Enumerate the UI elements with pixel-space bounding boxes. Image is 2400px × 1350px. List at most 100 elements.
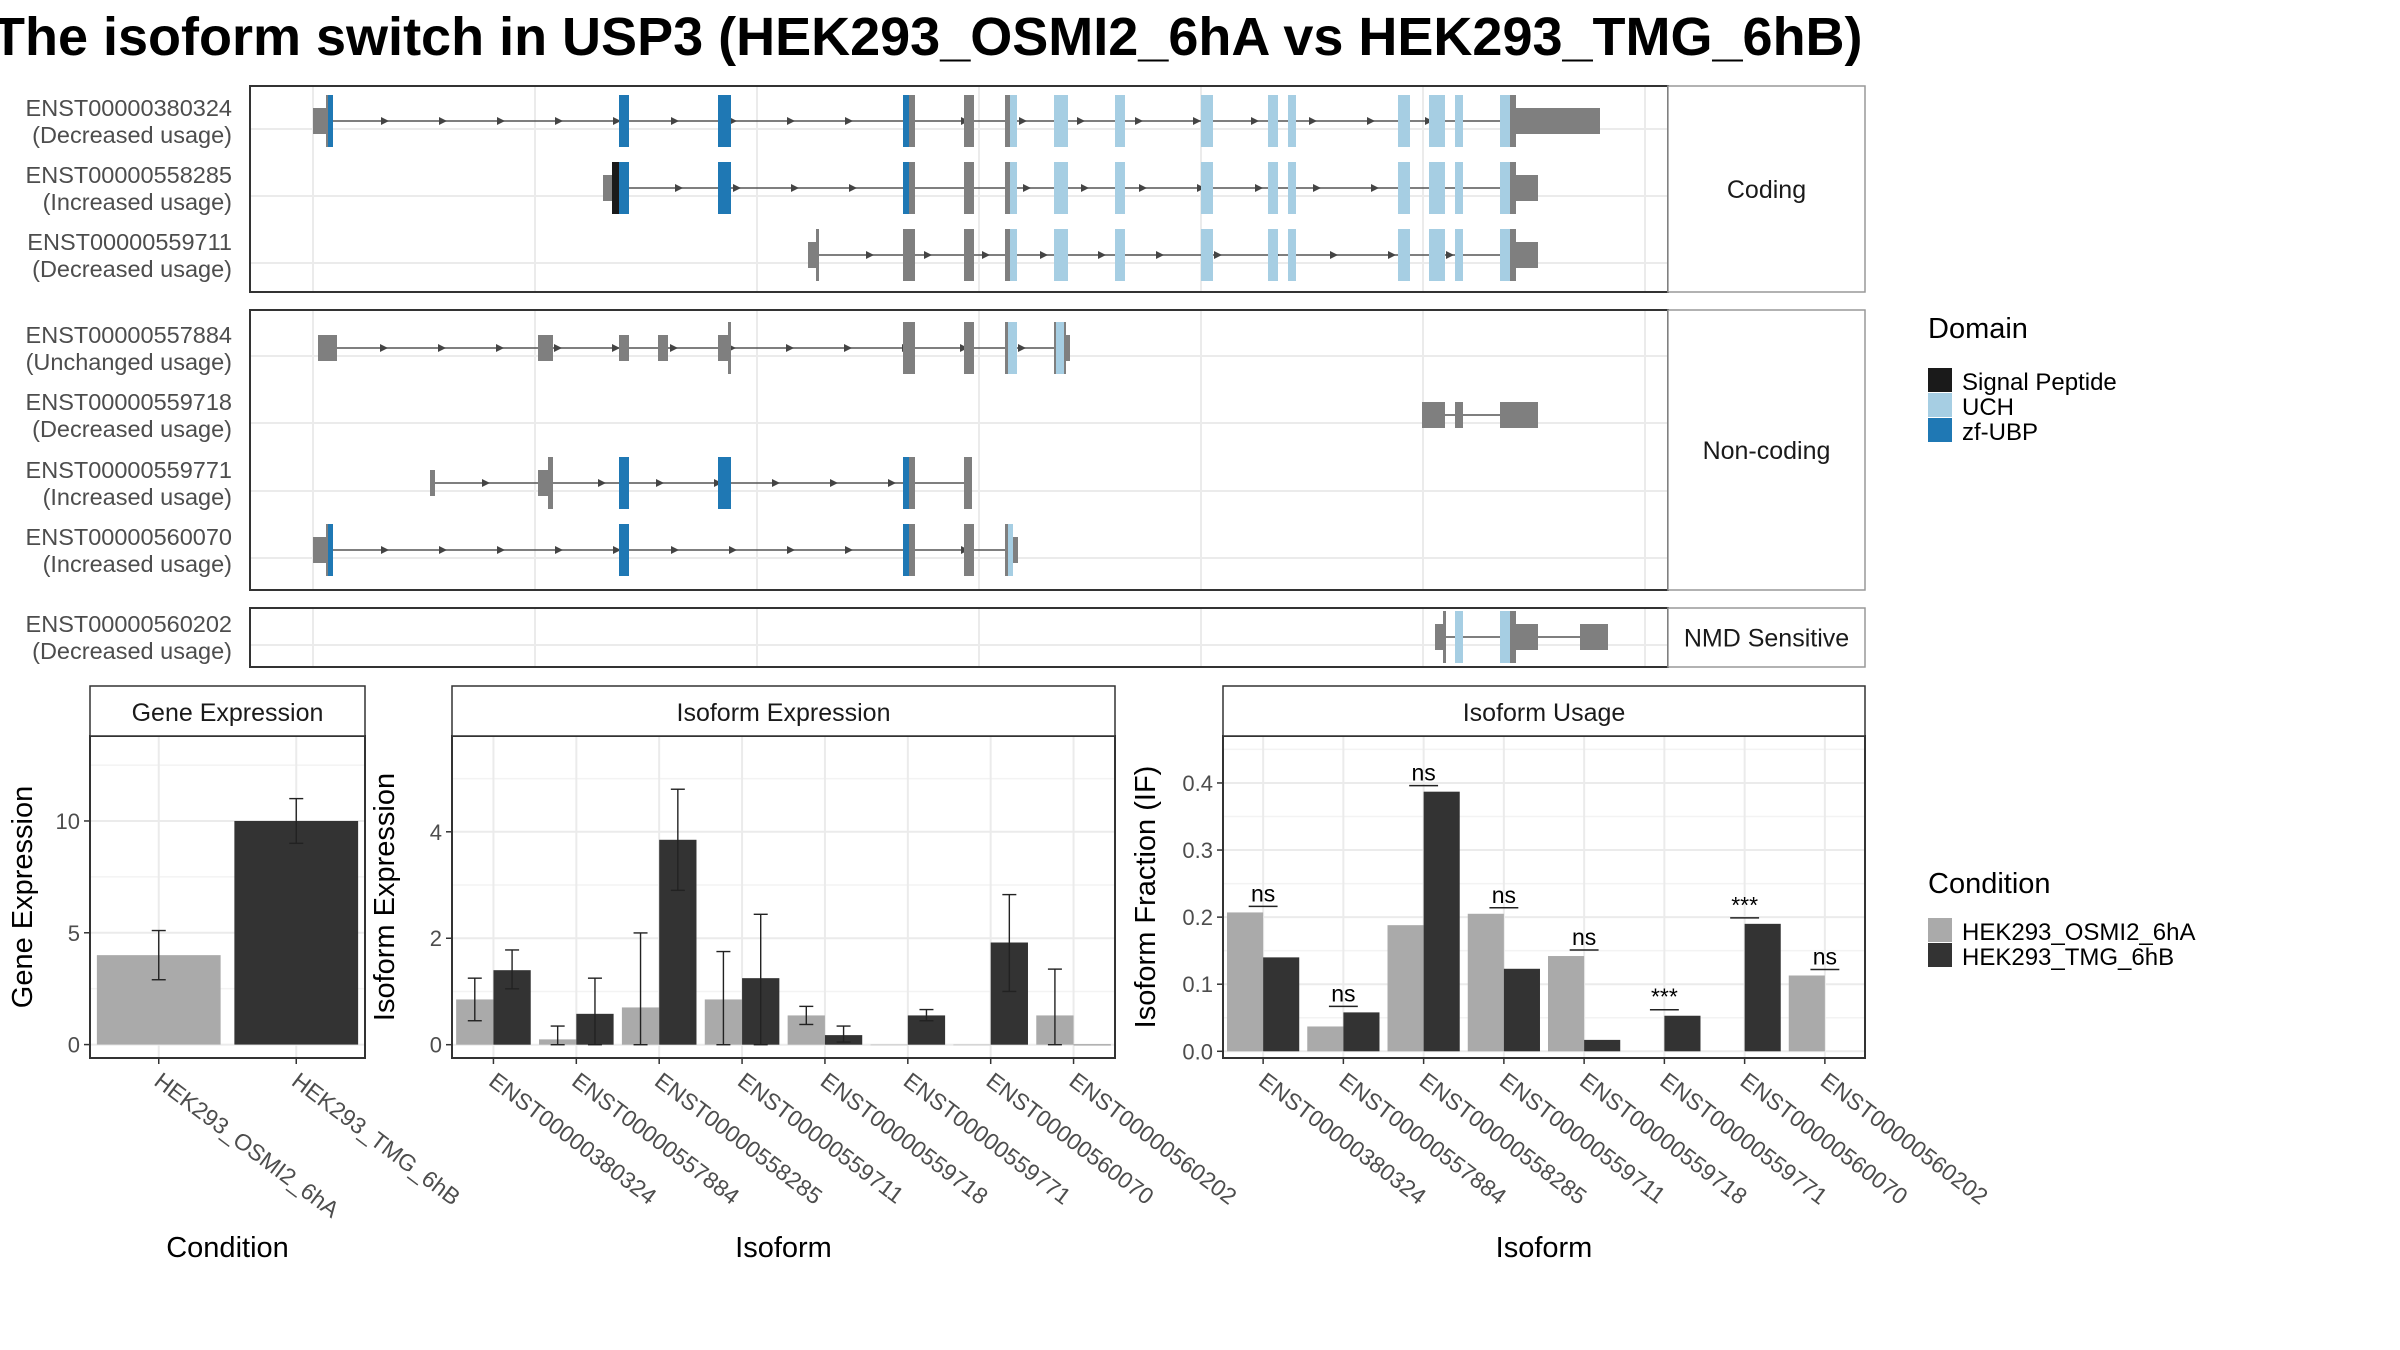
bar — [1227, 912, 1264, 1052]
significance-label: ns — [1411, 760, 1435, 786]
utr-exon — [1516, 242, 1538, 268]
facet-strip-label: NMD Sensitive — [1684, 625, 1849, 653]
bar — [1788, 975, 1825, 1052]
intron-direction-arrow — [1309, 117, 1317, 125]
domain-legend-title: Domain — [1928, 313, 2028, 345]
structure-panel-frame — [249, 309, 1669, 591]
intron-direction-arrow — [982, 251, 990, 259]
significance-label: ns — [1331, 980, 1355, 1006]
chart-isoform-usage: Isoform Usage0.00.10.20.30.4ENST00000380… — [1130, 685, 1993, 1264]
intron-direction-arrow — [1371, 184, 1379, 192]
legend-key-signal-peptide — [1928, 368, 1952, 392]
intron-direction-arrow — [555, 546, 563, 554]
uch-domain — [1500, 611, 1510, 663]
zf-ubp-domain — [718, 457, 731, 509]
legend-label-signal-peptide: Signal Peptide — [1962, 369, 2117, 396]
exon — [1455, 402, 1463, 428]
utr-exon — [1580, 624, 1608, 650]
bar — [1343, 1012, 1380, 1052]
uch-domain — [1054, 95, 1068, 147]
bar — [234, 820, 359, 1045]
intron-direction-arrow — [1040, 251, 1048, 259]
intron-direction-arrow — [1330, 251, 1338, 259]
exon — [964, 322, 974, 374]
signal-peptide-domain — [612, 162, 622, 214]
transcript-id-label: ENST00000559711 — [27, 229, 232, 255]
bar — [1387, 925, 1424, 1052]
y-tick-label: 0.3 — [1182, 838, 1213, 863]
bar — [1503, 968, 1540, 1052]
y-tick-label: 0.0 — [1182, 1039, 1213, 1064]
intron-direction-arrow — [888, 479, 896, 487]
x-axis-title: Condition — [166, 1232, 289, 1264]
intron-direction-arrow — [482, 479, 490, 487]
transcript-usage-label: (Unchanged usage) — [26, 349, 232, 375]
bar — [1073, 1044, 1111, 1046]
exon — [964, 229, 974, 281]
intron-direction-arrow — [1019, 117, 1027, 125]
y-tick-label: 5 — [68, 921, 80, 946]
uch-domain — [1455, 611, 1463, 663]
structure-panel-frame — [249, 607, 1669, 668]
uch-domain — [1268, 95, 1278, 147]
facet-strip — [1667, 309, 1866, 591]
uch-domain — [1398, 95, 1410, 147]
intron-direction-arrow — [1255, 184, 1263, 192]
intron-direction-arrow — [844, 344, 852, 352]
transcript-usage-label: (Decreased usage) — [32, 256, 232, 282]
zf-ubp-domain — [619, 457, 629, 509]
intron-direction-arrow — [670, 344, 678, 352]
intron-direction-arrow — [786, 344, 794, 352]
significance-label: *** — [1731, 892, 1758, 918]
significance-label: *** — [1651, 984, 1678, 1010]
exon — [1005, 162, 1010, 214]
uch-domain — [1455, 162, 1463, 214]
uch-domain — [1288, 95, 1296, 147]
uch-domain — [1429, 229, 1445, 281]
exon — [538, 335, 553, 361]
intron-direction-arrow — [497, 117, 505, 125]
intron-direction-arrow — [381, 117, 389, 125]
y-tick-label: 0 — [430, 1033, 442, 1058]
zf-ubp-domain — [903, 457, 909, 509]
transcript-usage-label: (Increased usage) — [43, 484, 232, 510]
facet-strip — [1667, 85, 1866, 293]
uch-domain — [1115, 162, 1125, 214]
intron-direction-arrow — [671, 117, 679, 125]
zf-ubp-domain — [718, 162, 731, 214]
uch-domain — [1288, 162, 1296, 214]
transcript-ENST00000559711 — [808, 229, 1538, 281]
y-axis-title: Isoform Fraction (IF) — [1130, 766, 1162, 1029]
y-tick-label: 4 — [430, 820, 442, 845]
zf-ubp-domain — [328, 524, 333, 576]
uch-domain — [1500, 229, 1510, 281]
bar — [870, 1044, 908, 1046]
transcript-ENST00000380324 — [313, 95, 1600, 147]
legend-key-condition-a — [1928, 918, 1952, 942]
bar — [1548, 956, 1585, 1052]
intron-direction-arrow — [438, 344, 446, 352]
uch-domain — [1056, 322, 1064, 374]
exon — [1510, 95, 1516, 147]
condition-legend-title: Condition — [1928, 868, 2051, 900]
zf-ubp-domain — [619, 524, 629, 576]
intron-direction-arrow — [1098, 251, 1106, 259]
exon — [728, 322, 731, 374]
intron-direction-arrow — [497, 546, 505, 554]
intron-direction-arrow — [439, 546, 447, 554]
exon — [548, 457, 553, 509]
facet-strip — [1667, 607, 1866, 668]
exon — [964, 524, 974, 576]
uch-domain — [1115, 95, 1125, 147]
intron-direction-arrow — [675, 184, 683, 192]
exon — [1510, 611, 1516, 663]
y-tick-label: 10 — [56, 809, 80, 834]
transcript-ENST00000559771 — [430, 457, 972, 509]
transcript-id-label: ENST00000559718 — [26, 389, 232, 415]
bar — [1584, 1039, 1621, 1052]
uch-domain — [1054, 229, 1068, 281]
transcript-ENST00000560070 — [313, 524, 1018, 576]
intron-direction-arrow — [787, 117, 795, 125]
utr-exon — [1013, 537, 1018, 563]
